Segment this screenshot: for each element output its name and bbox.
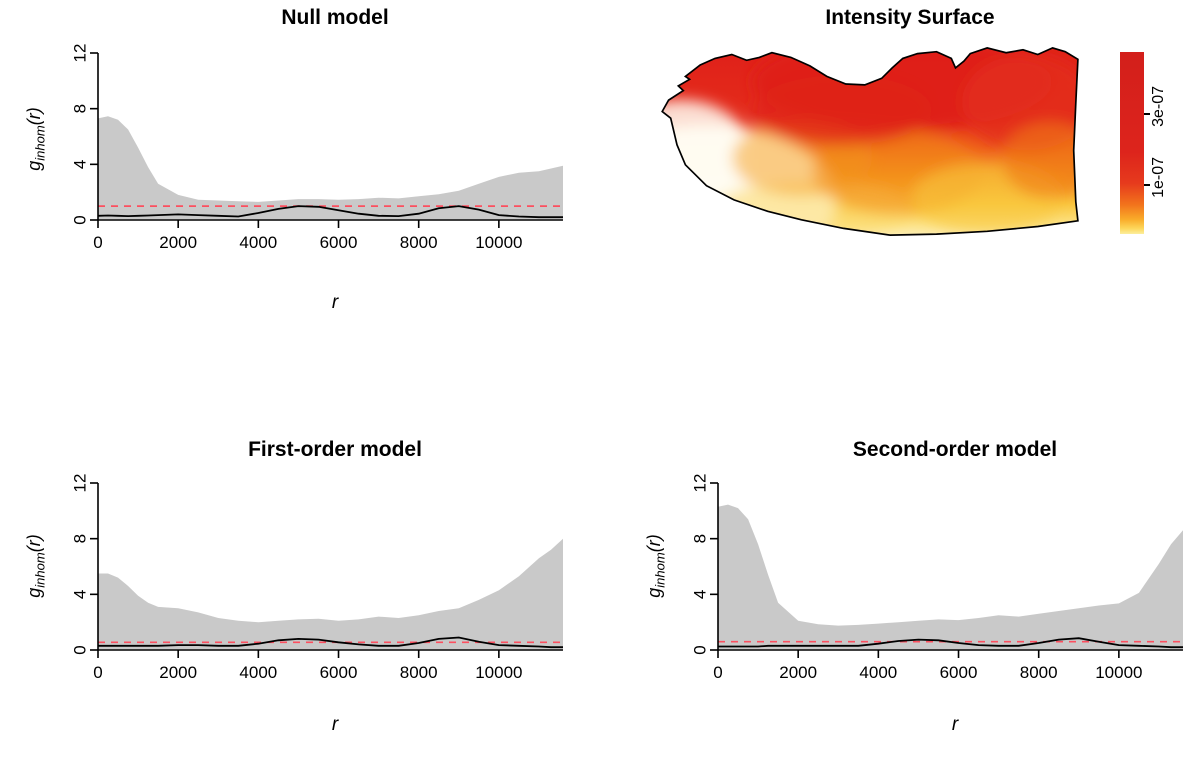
envelope-area bbox=[98, 538, 563, 650]
ylab-r: (r) bbox=[24, 534, 44, 553]
intensity-heat-layer bbox=[662, 47, 1078, 236]
x-tick-label: 8000 bbox=[400, 663, 438, 682]
y-tick-label: 4 bbox=[71, 160, 90, 169]
y-tick-label: 8 bbox=[71, 534, 90, 543]
x-axis-label-first: r bbox=[331, 714, 339, 735]
x-tick-label: 10000 bbox=[1095, 663, 1142, 682]
colorbar-tick-upper bbox=[1144, 112, 1150, 115]
ylab-r: (r) bbox=[24, 107, 44, 126]
colorbar bbox=[1120, 52, 1144, 234]
y-tick-label: 8 bbox=[71, 104, 90, 113]
observed-line bbox=[718, 637, 1183, 649]
region-outline bbox=[661, 46, 1079, 236]
y-tick-label: 12 bbox=[71, 474, 90, 493]
y-tick-label: 12 bbox=[691, 474, 710, 493]
x-tick-label: 6000 bbox=[320, 233, 358, 252]
ylab-g: g bbox=[24, 587, 44, 598]
first-order-plot: 0 4 8 12 0 2000 4000 6000 8000 10000 bbox=[71, 474, 563, 682]
y-tick-label: 4 bbox=[691, 590, 710, 599]
colorbar-tick-label-upper: 3e-07 bbox=[1150, 85, 1167, 127]
panel-title-first-order: First-order model bbox=[248, 438, 422, 461]
x-tick-label: 6000 bbox=[320, 663, 358, 682]
y-tick-label: 12 bbox=[71, 44, 90, 63]
x-tick-label: 8000 bbox=[1020, 663, 1058, 682]
x-tick-label: 4000 bbox=[239, 233, 277, 252]
ylab-r: (r) bbox=[644, 534, 664, 553]
y-tick-label: 0 bbox=[71, 645, 90, 654]
null-model-plot: 0 4 8 12 0 2000 4000 6000 8000 10000 bbox=[71, 44, 563, 252]
ylab-sub: inhom bbox=[652, 552, 668, 588]
panel-title-intensity-surface: Intensity Surface bbox=[825, 6, 995, 29]
ylab-sub: inhom bbox=[32, 125, 48, 161]
ylab-g: g bbox=[644, 587, 664, 598]
observed-line bbox=[97, 205, 563, 219]
x-tick-label: 10000 bbox=[475, 233, 522, 252]
x-tick-label: 0 bbox=[713, 663, 722, 682]
x-tick-label: 6000 bbox=[940, 663, 978, 682]
ylab-g: g bbox=[24, 160, 44, 171]
y-tick-label: 0 bbox=[691, 645, 710, 654]
y-axis-label-first: ginhom(r) bbox=[23, 486, 48, 646]
x-tick-label: 8000 bbox=[400, 233, 438, 252]
y-axis-label-null: ginhom(r) bbox=[23, 59, 48, 219]
y-tick-label: 0 bbox=[71, 215, 90, 224]
ylab-sub: inhom bbox=[32, 552, 48, 588]
x-tick-label: 0 bbox=[93, 233, 102, 252]
panel-title-null-model: Null model bbox=[281, 6, 389, 29]
x-tick-label: 10000 bbox=[475, 663, 522, 682]
y-tick-label: 4 bbox=[71, 590, 90, 599]
x-tick-label: 2000 bbox=[159, 663, 197, 682]
x-tick-label: 2000 bbox=[159, 233, 197, 252]
colorbar-tick-lower bbox=[1144, 183, 1150, 186]
second-order-plot: 0 4 8 12 0 2000 4000 6000 8000 10000 bbox=[691, 474, 1183, 682]
intensity-surface-map bbox=[661, 46, 1079, 236]
envelope-area bbox=[718, 504, 1183, 650]
x-tick-label: 4000 bbox=[859, 663, 897, 682]
y-axis-label-second: ginhom(r) bbox=[643, 486, 668, 646]
colorbar-tick-label-lower: 1e-07 bbox=[1150, 156, 1167, 198]
x-tick-label: 0 bbox=[93, 663, 102, 682]
envelope-area bbox=[98, 116, 563, 220]
y-tick-label: 8 bbox=[691, 534, 710, 543]
x-axis-label-second: r bbox=[951, 714, 959, 735]
x-tick-label: 2000 bbox=[779, 663, 817, 682]
panel-title-second-order: Second-order model bbox=[852, 438, 1058, 461]
observed-line bbox=[98, 636, 563, 649]
x-axis-label-null: r bbox=[331, 292, 339, 313]
x-tick-label: 4000 bbox=[239, 663, 277, 682]
